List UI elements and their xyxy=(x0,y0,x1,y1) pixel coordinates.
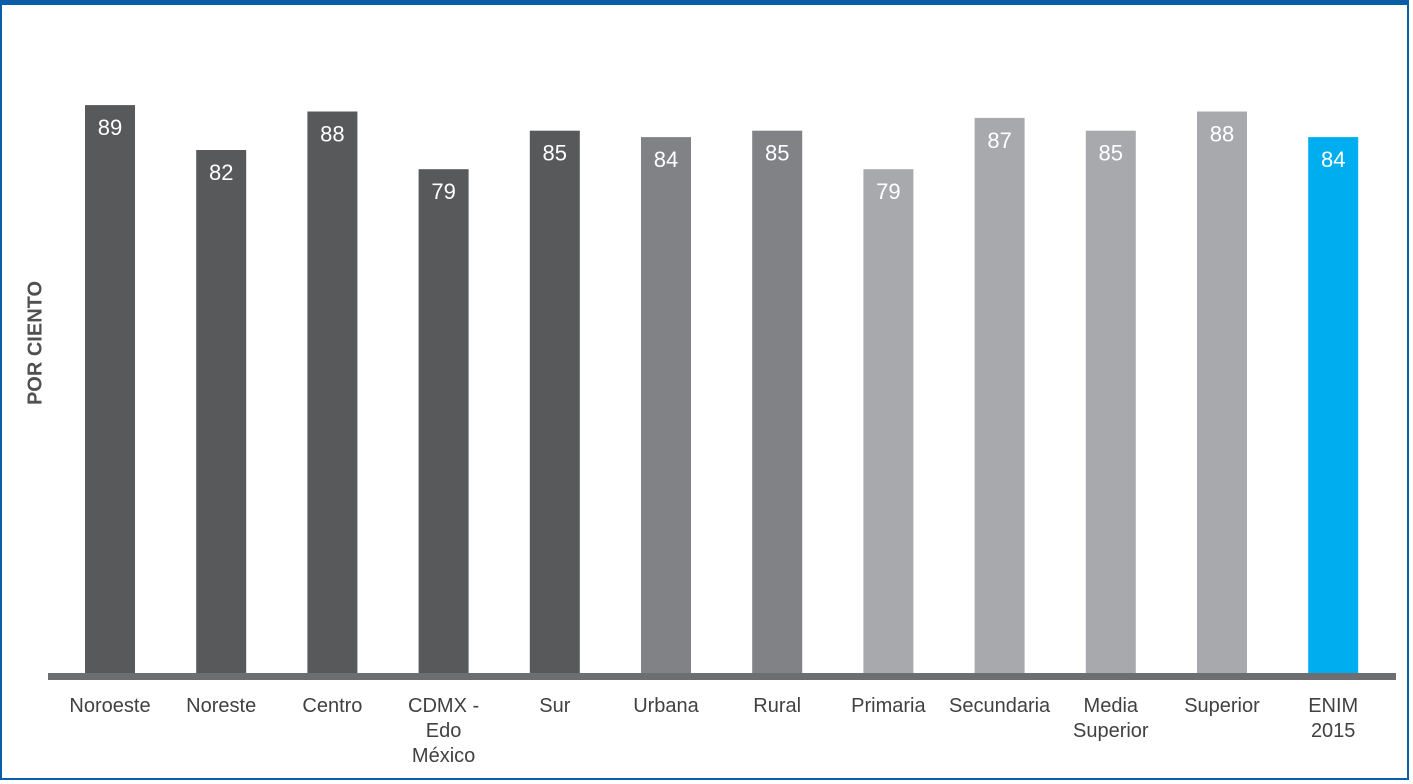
bar-3 xyxy=(307,111,358,676)
category-label-11: Superior xyxy=(1184,695,1260,717)
value-label-7: 85 xyxy=(765,141,789,166)
value-label-6: 84 xyxy=(654,147,678,172)
value-label-11: 88 xyxy=(1210,122,1234,147)
bar-2 xyxy=(196,150,247,676)
bar-6 xyxy=(641,137,691,677)
bar-4 xyxy=(418,169,469,676)
category-label-1: Noroeste xyxy=(69,695,150,717)
category-label-2: Noreste xyxy=(186,695,256,717)
category-label-12: ENIM 2015 xyxy=(1308,695,1358,742)
bar-12 xyxy=(1308,137,1359,677)
bar-10 xyxy=(1085,130,1136,676)
x-axis-line xyxy=(48,673,1396,680)
bar-7 xyxy=(752,130,803,676)
category-label-5: Sur xyxy=(539,695,570,717)
value-label-10: 85 xyxy=(1099,141,1123,166)
category-label-4: CDMX -Edo México xyxy=(408,695,479,767)
category-label-9: Secundaria xyxy=(949,695,1051,717)
bar-9 xyxy=(974,117,1025,676)
bar-11 xyxy=(1197,111,1247,676)
category-label-8: Primaria xyxy=(851,695,926,717)
category-label-7: Rural xyxy=(753,695,801,717)
bar-8 xyxy=(863,169,914,676)
value-label-4: 79 xyxy=(431,179,455,204)
bar-5 xyxy=(529,130,580,676)
value-label-9: 87 xyxy=(987,128,1011,153)
y-axis-label: POR CIENTO xyxy=(24,280,47,406)
category-label-10: Media Superior xyxy=(1073,695,1149,742)
category-label-6: Urbana xyxy=(633,695,699,717)
value-label-1: 89 xyxy=(98,115,122,140)
value-label-2: 82 xyxy=(209,160,233,185)
value-label-12: 84 xyxy=(1321,147,1345,172)
bar-1 xyxy=(85,105,135,677)
value-label-8: 79 xyxy=(876,179,900,204)
value-label-3: 88 xyxy=(320,122,344,147)
category-label-3: Centro xyxy=(302,695,362,717)
value-label-5: 85 xyxy=(543,141,567,166)
